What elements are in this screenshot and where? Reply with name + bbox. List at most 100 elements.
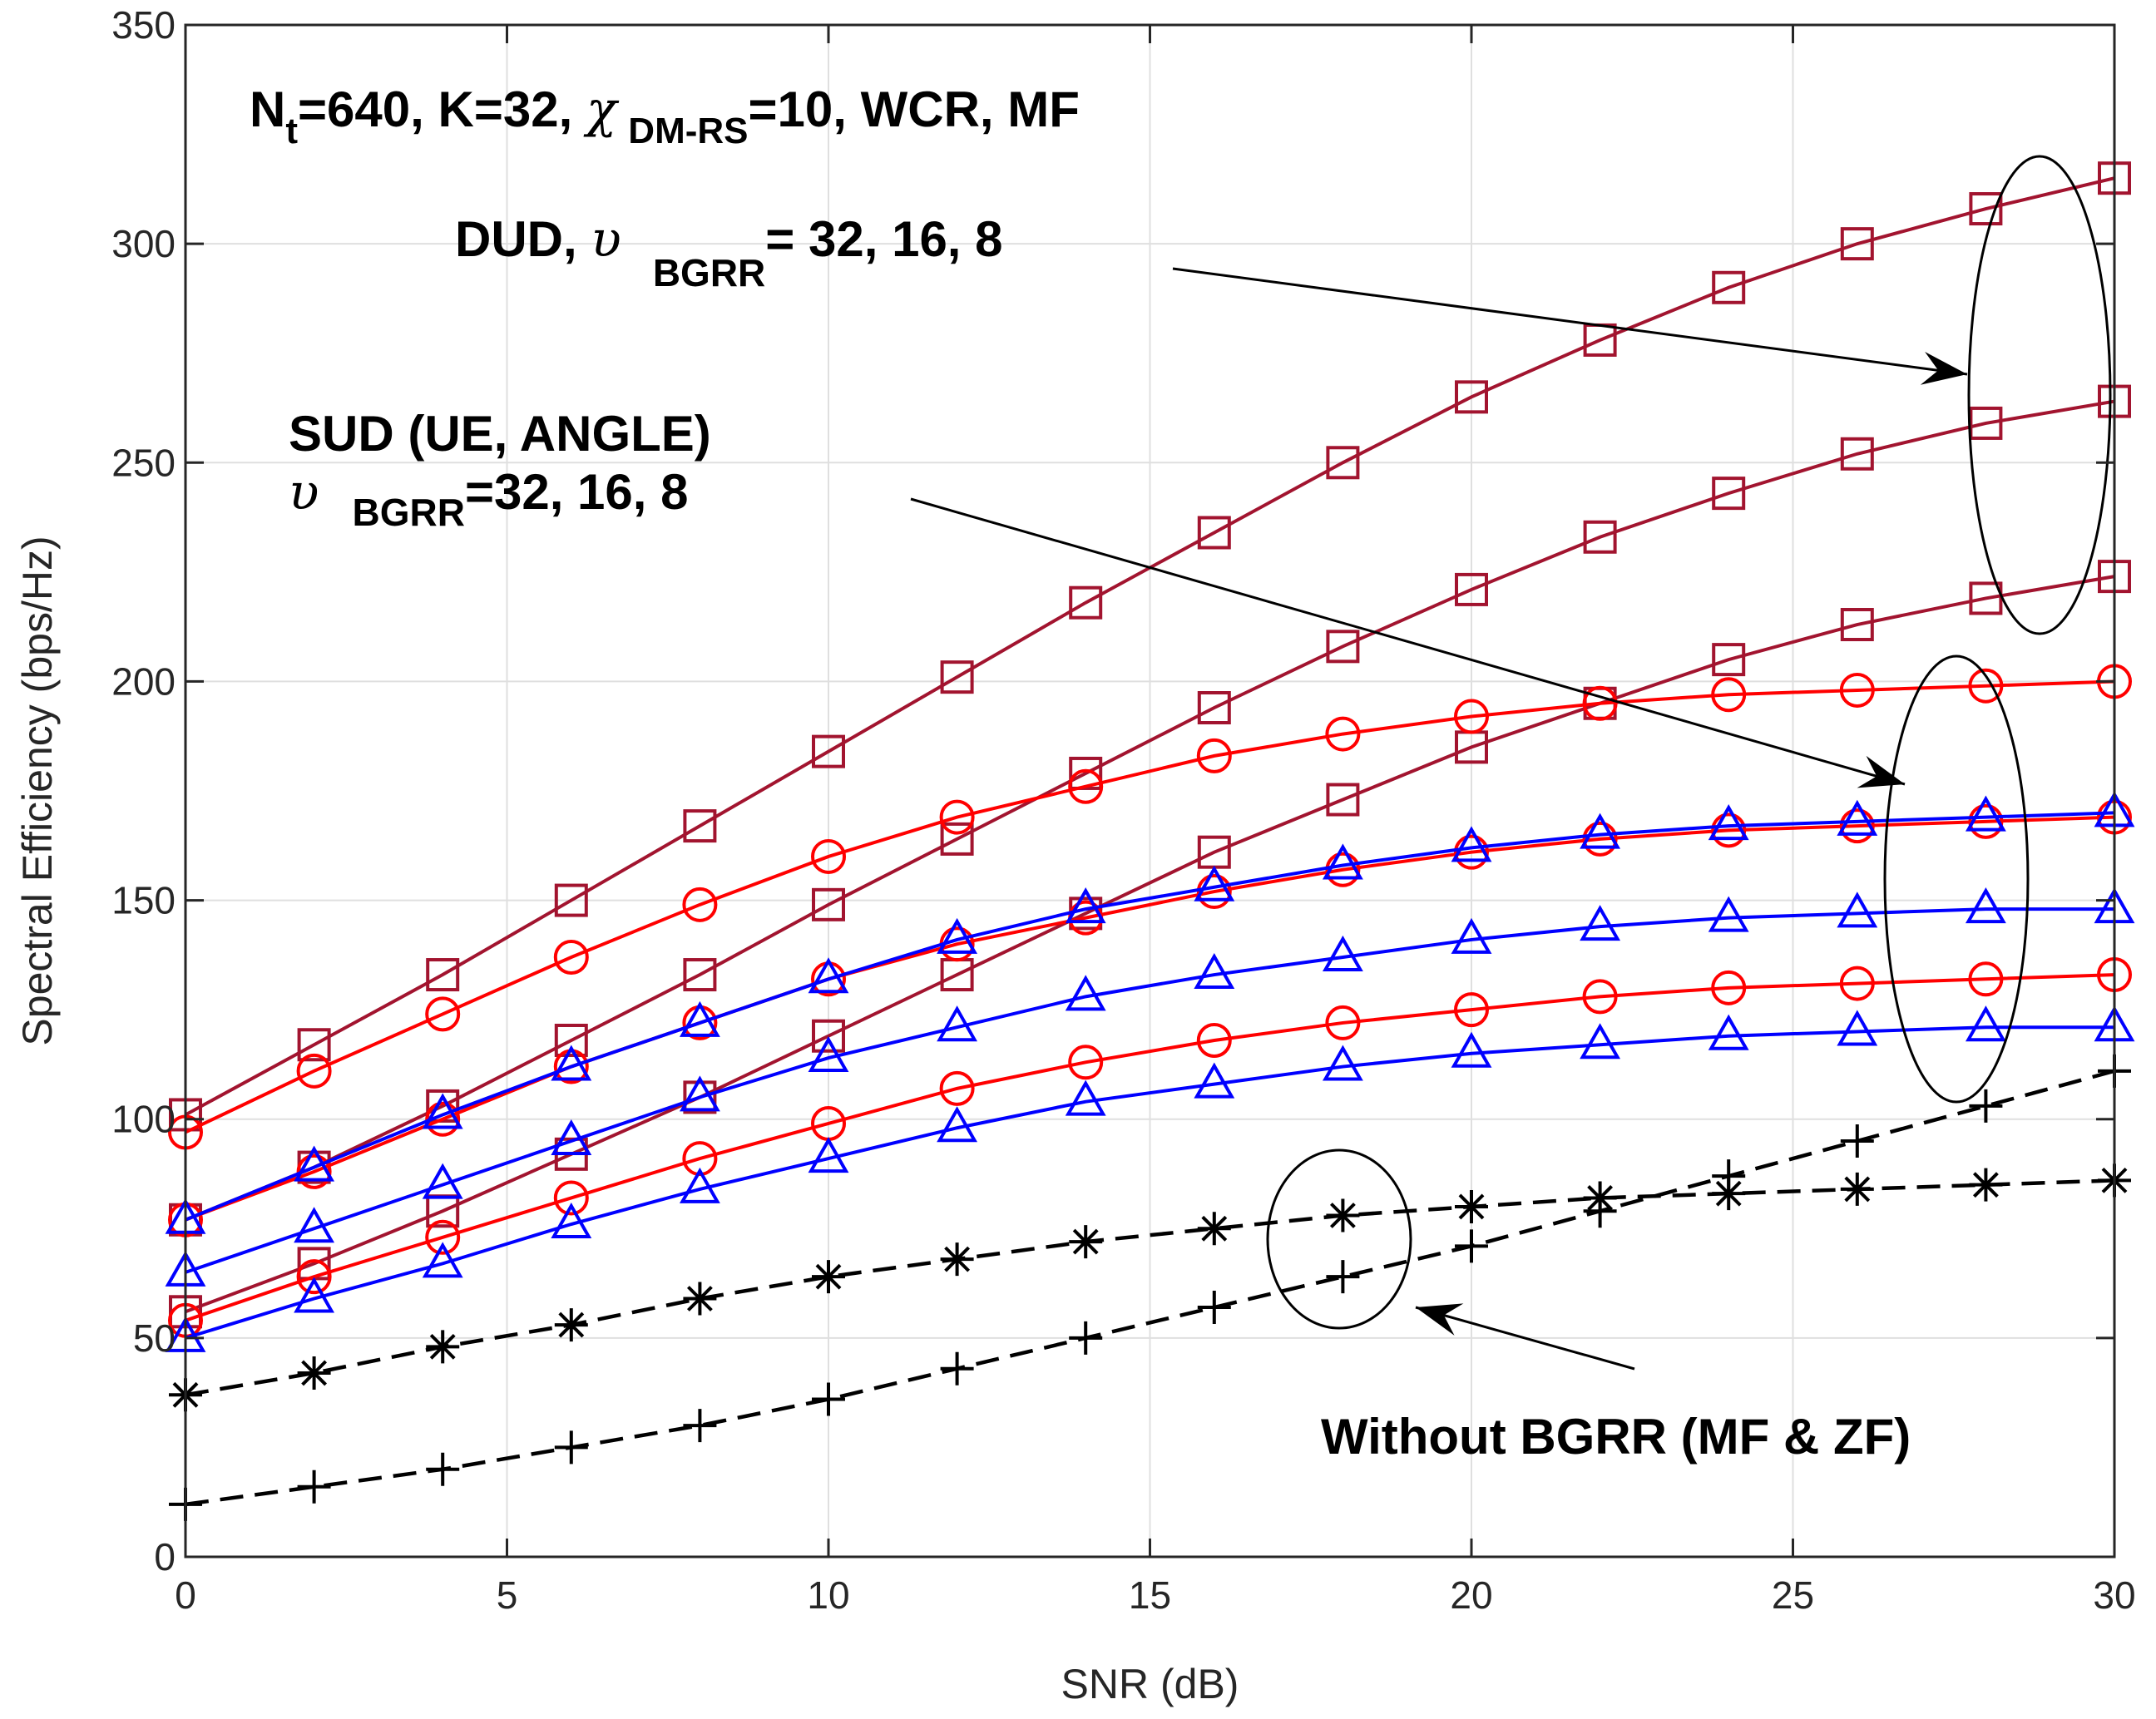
x-tick-label: 5 <box>497 1573 518 1617</box>
data-point-triangle <box>551 1202 592 1239</box>
y-tick-label: 50 <box>133 1316 176 1360</box>
data-point-square <box>1455 380 1488 414</box>
data-point-triangle <box>1194 952 1235 990</box>
data-point-triangle <box>808 1035 849 1073</box>
data-point-square <box>297 1028 331 1062</box>
data-point-asterisk <box>1455 1189 1488 1223</box>
data-point-circle <box>296 1259 332 1295</box>
data-point-triangle <box>808 957 849 994</box>
data-point-square <box>554 1023 588 1057</box>
dud-group-ellipse <box>1967 155 2112 635</box>
data-point-circle <box>1454 834 1489 870</box>
annotation-sud-title: SUD (UE, ANGLE) <box>289 406 711 462</box>
series-line <box>185 1069 2115 1507</box>
data-point-square <box>1840 227 1874 261</box>
data-point-square <box>940 822 974 856</box>
data-point-asterisk <box>812 1260 845 1294</box>
series-8 <box>165 887 2135 1287</box>
arrow-head <box>1920 352 1967 385</box>
data-point-circle <box>1839 808 1875 844</box>
data-point-triangle <box>294 1145 335 1182</box>
data-point-triangle <box>1837 1010 1878 1046</box>
data-point-circle <box>1711 813 1747 848</box>
data-point-triangle <box>1322 935 1363 971</box>
series-line <box>185 811 2115 1222</box>
data-point-circle <box>682 1141 718 1177</box>
data-point-circle <box>1582 685 1618 721</box>
data-point-plus <box>1326 1260 1360 1294</box>
data-point-triangle <box>1065 1079 1106 1116</box>
data-point-circle <box>939 799 975 835</box>
data-point-circle <box>1582 979 1618 1015</box>
data-point-square <box>1326 446 1360 480</box>
data-point-plus <box>1583 1194 1617 1228</box>
annotation-setup: Nt=640, K=32, χ DM-RS=10, WCR, MF <box>250 81 1080 151</box>
dud-arrow <box>1172 267 1968 385</box>
data-point-circle <box>1968 668 2004 704</box>
data-point-asterisk <box>1069 1225 1103 1259</box>
data-point-square <box>1969 192 2003 226</box>
data-point-circle <box>1454 992 1489 1028</box>
data-point-square <box>940 660 974 694</box>
data-point-circle <box>1582 821 1618 857</box>
data-point-triangle <box>679 1000 720 1037</box>
data-point-circle <box>811 838 846 874</box>
data-point-triangle <box>1065 887 1106 924</box>
data-point-circle <box>1968 803 2004 839</box>
data-point-square <box>1197 691 1231 725</box>
data-point-asterisk <box>940 1242 974 1277</box>
series-11 <box>169 1054 2131 1521</box>
data-point-triangle <box>937 1106 978 1143</box>
data-point-triangle <box>1194 1062 1235 1099</box>
x-axis-label: SNR (dB) <box>1061 1661 1239 1707</box>
data-point-circle <box>1325 852 1361 887</box>
series-line <box>185 575 2115 1314</box>
data-point-square <box>1326 783 1360 817</box>
sud-group-ellipse <box>1883 655 2030 1104</box>
data-point-circle <box>1325 1005 1361 1040</box>
series-line <box>185 1178 2115 1397</box>
data-point-circle <box>1839 966 1875 1001</box>
y-tick-label: 250 <box>111 441 176 484</box>
data-point-plus <box>940 1351 974 1386</box>
x-tick-label: 20 <box>1450 1573 1492 1617</box>
data-point-triangle <box>551 1045 592 1081</box>
data-point-triangle <box>1580 905 1621 941</box>
data-point-asterisk <box>1197 1212 1231 1246</box>
data-point-circle <box>425 1219 461 1255</box>
data-point-square <box>1969 581 2003 615</box>
x-tick-label: 30 <box>2093 1573 2135 1617</box>
data-point-square <box>1583 520 1617 554</box>
series-line <box>185 815 2115 1222</box>
x-tick-label: 0 <box>175 1573 196 1617</box>
series-line <box>185 973 2115 1322</box>
data-point-triangle <box>294 1277 335 1313</box>
data-point-circle <box>682 887 718 922</box>
series-9 <box>165 1005 2135 1352</box>
data-point-circle <box>1196 738 1232 773</box>
data-point-triangle <box>1580 813 1621 849</box>
data-point-asterisk <box>1840 1172 1874 1206</box>
series-line <box>185 399 2115 1222</box>
y-tick-label: 100 <box>111 1098 176 1141</box>
x-tick-label: 25 <box>1772 1573 1814 1617</box>
data-point-triangle <box>1451 917 1492 954</box>
data-point-plus <box>554 1430 588 1465</box>
data-point-square <box>1840 437 1874 471</box>
arrow-head <box>1857 755 1905 788</box>
x-tick-label: 15 <box>1129 1573 1171 1617</box>
series-10 <box>169 1163 2131 1412</box>
data-point-triangle <box>1580 1023 1621 1060</box>
data-point-circle <box>1711 970 1747 1005</box>
without-bgrr-arrow <box>1415 1303 1635 1371</box>
data-point-triangle <box>808 1137 849 1173</box>
data-point-circle <box>553 939 589 975</box>
arrow-head <box>1416 1303 1464 1336</box>
data-point-triangle <box>1451 826 1492 862</box>
y-axis-label: Spectral Efficiency (bps/Hz) <box>14 536 61 1045</box>
data-point-triangle <box>1965 1005 2006 1042</box>
data-point-triangle <box>1322 843 1363 880</box>
annotation-without-bgrr: Without BGRR (MF & ZF) <box>1321 1409 1911 1465</box>
data-point-triangle <box>679 1167 720 1203</box>
